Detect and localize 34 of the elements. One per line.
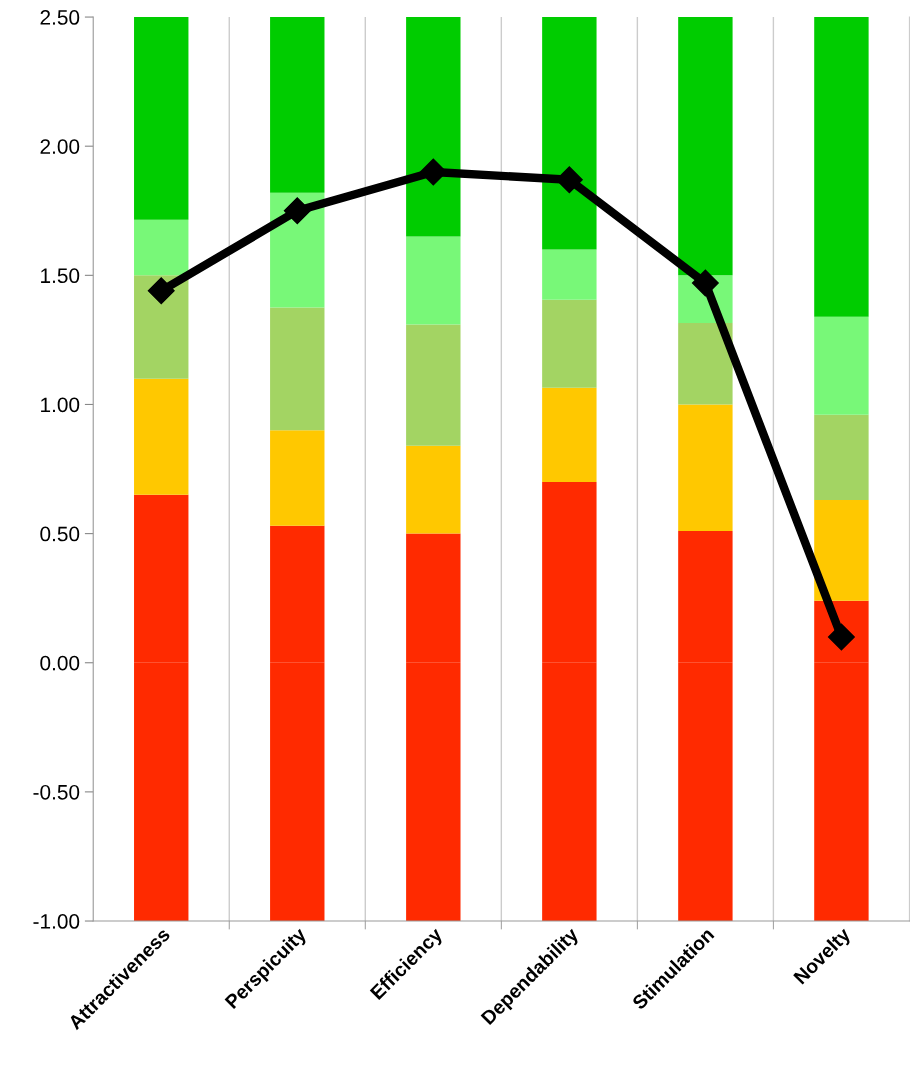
y-tick-label: 0.00 [40, 655, 80, 671]
bar [406, 236, 461, 325]
bar [678, 404, 733, 532]
y-tick-label: 1.00 [41, 397, 80, 413]
bar [814, 316, 869, 415]
bar [134, 219, 189, 276]
bar [270, 17, 325, 193]
point [419, 158, 447, 186]
point [283, 197, 311, 225]
y-tick-label: -1.00 [33, 914, 80, 929]
bar [406, 324, 461, 446]
bar [134, 275, 189, 379]
y-tick-label: 2.00 [40, 139, 80, 154]
bar [542, 17, 597, 250]
bar [678, 17, 733, 276]
bar [814, 17, 869, 317]
y-tick-label: 2.50 [40, 10, 80, 25]
bar [542, 249, 597, 300]
point [691, 269, 719, 297]
y-tick-label: -0.50 [33, 784, 80, 800]
bar [814, 500, 869, 601]
bar [542, 387, 597, 482]
bar [134, 17, 189, 220]
y-tick-label: 0.50 [40, 526, 80, 542]
bar [814, 414, 869, 501]
bar [542, 299, 597, 388]
bar [134, 378, 189, 495]
bar [270, 430, 325, 526]
bar [406, 17, 461, 237]
bar [406, 445, 461, 534]
point [147, 277, 175, 305]
y-tick-label: 1.50 [41, 268, 80, 284]
bar [678, 323, 733, 405]
bar [270, 307, 325, 431]
